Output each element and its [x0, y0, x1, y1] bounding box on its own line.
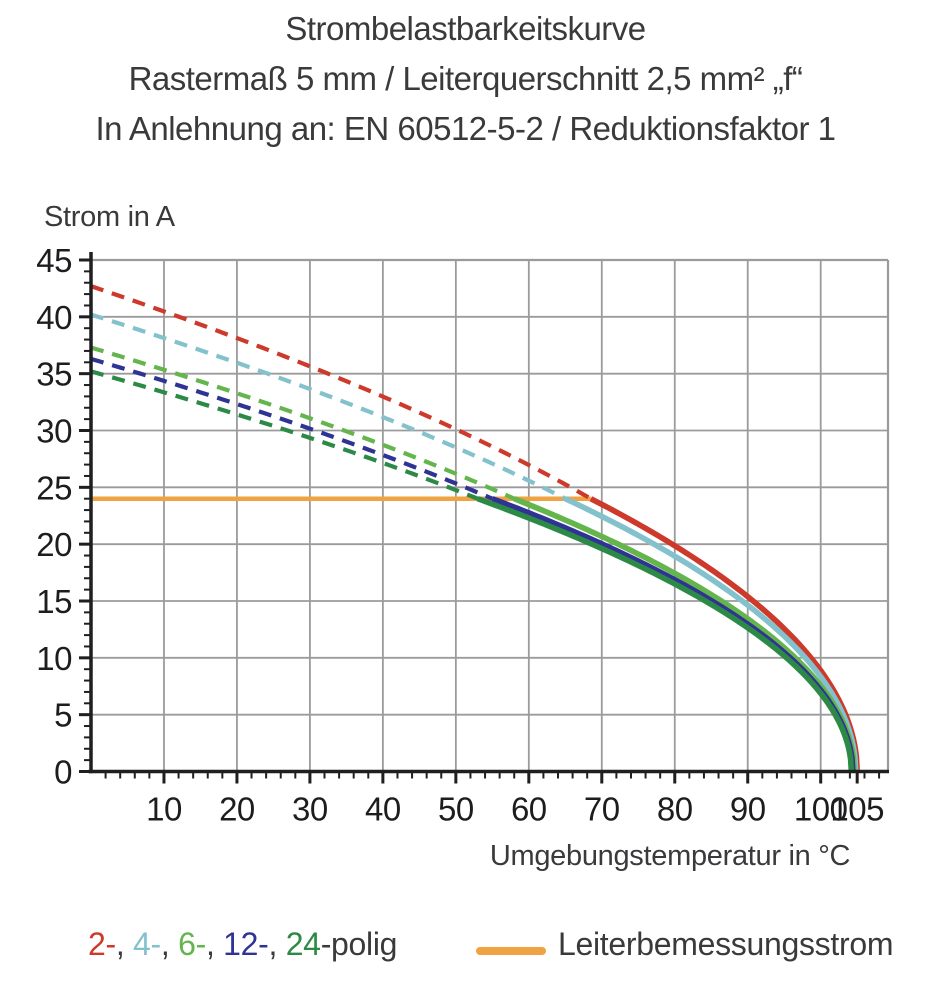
y-tick-labels: 0 5 10 15 20 25 30 35 40 45 — [36, 242, 72, 791]
y-tick-label: 10 — [36, 640, 72, 677]
legend: 2-, 4-, 6-, 12-, 24-polig Leiterbemessun… — [0, 926, 931, 982]
chart-title-line-1: Strombelastbarkeitskurve — [285, 10, 646, 47]
y-tick-label: 40 — [36, 299, 72, 336]
x-tick-label: 40 — [365, 791, 401, 828]
legend-series-part: , — [268, 926, 286, 962]
x-tick-label: 10 — [146, 791, 182, 828]
legend-series-label: 2-, 4-, 6-, 12-, 24-polig — [88, 926, 397, 963]
axes-and-ticks — [79, 252, 889, 784]
legend-series-part: 4- — [133, 926, 161, 962]
x-tick-label: 20 — [219, 791, 255, 828]
legend-series-part: , — [205, 926, 224, 962]
y-tick-label: 30 — [36, 412, 72, 449]
rating-line-label: Leiterbemessungsstrom — [558, 926, 894, 962]
y-tick-label: 25 — [36, 469, 72, 506]
x-tick-label: 30 — [292, 791, 328, 828]
legend-series-part: 6- — [178, 926, 206, 962]
legend-series-part: 12- — [223, 926, 269, 962]
legend-series-part: , — [160, 926, 179, 962]
x-tick-label: 100 — [794, 791, 848, 828]
legend-series-part: -polig — [320, 926, 398, 962]
y-axis-title: Strom in A — [44, 201, 175, 233]
rating-line-swatch — [476, 947, 546, 955]
y-tick-label: 15 — [36, 583, 72, 620]
x-axis-title: Umgebungstemperatur in °C — [489, 840, 851, 872]
chart-title-line-2: Rastermaß 5 mm / Leiterquerschnitt 2,5 m… — [128, 60, 803, 97]
x-tick-label: 70 — [584, 791, 620, 828]
y-tick-label: 5 — [54, 697, 72, 734]
gridlines — [91, 258, 890, 772]
x-tick-label: 80 — [657, 791, 693, 828]
series-curves — [90, 284, 860, 772]
legend-series-part: 2- — [88, 926, 116, 962]
x-tick-label: 50 — [438, 791, 474, 828]
legend-series-part: , — [115, 926, 134, 962]
y-tick-label: 20 — [36, 526, 72, 563]
x-tick-label: 60 — [511, 791, 547, 828]
y-tick-label: 35 — [36, 356, 72, 393]
y-tick-label: 0 — [54, 754, 72, 791]
y-tick-label: 45 — [36, 242, 72, 279]
legend-series-part: 24 — [285, 926, 321, 962]
chart-title-line-3: In Anlehnung an: EN 60512-5-2 / Reduktio… — [95, 110, 836, 147]
x-tick-label: 90 — [730, 791, 766, 828]
x-tick-label: 105 — [830, 791, 884, 828]
